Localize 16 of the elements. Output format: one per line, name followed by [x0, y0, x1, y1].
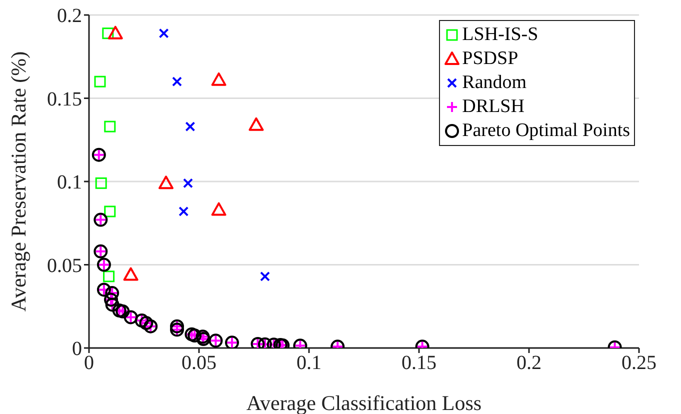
legend-label: PSDSP	[462, 47, 518, 71]
legend-label: DRLSH	[462, 95, 524, 119]
x-tick-label: 0.1	[296, 352, 322, 374]
y-axis-title: Average Preservation Rate (%)	[6, 51, 30, 312]
x-tick-label: 0.05	[182, 352, 216, 374]
y-tick-label: 0.15	[47, 88, 82, 110]
x-tick-label: 0.25	[622, 352, 656, 374]
x-tick-label: 0.15	[402, 352, 436, 374]
y-tick-label: 0.2	[57, 5, 82, 28]
y-tick-label: 0.05	[47, 254, 82, 277]
x-tick-label: 0.2	[516, 352, 542, 374]
y-tick-label: 0.1	[57, 172, 82, 194]
legend-label: Pareto Optimal Points	[462, 119, 630, 143]
legend-label: LSH-IS-S	[462, 23, 538, 47]
y-tick-label: 0	[72, 338, 82, 360]
legend-label: Random	[462, 71, 527, 95]
